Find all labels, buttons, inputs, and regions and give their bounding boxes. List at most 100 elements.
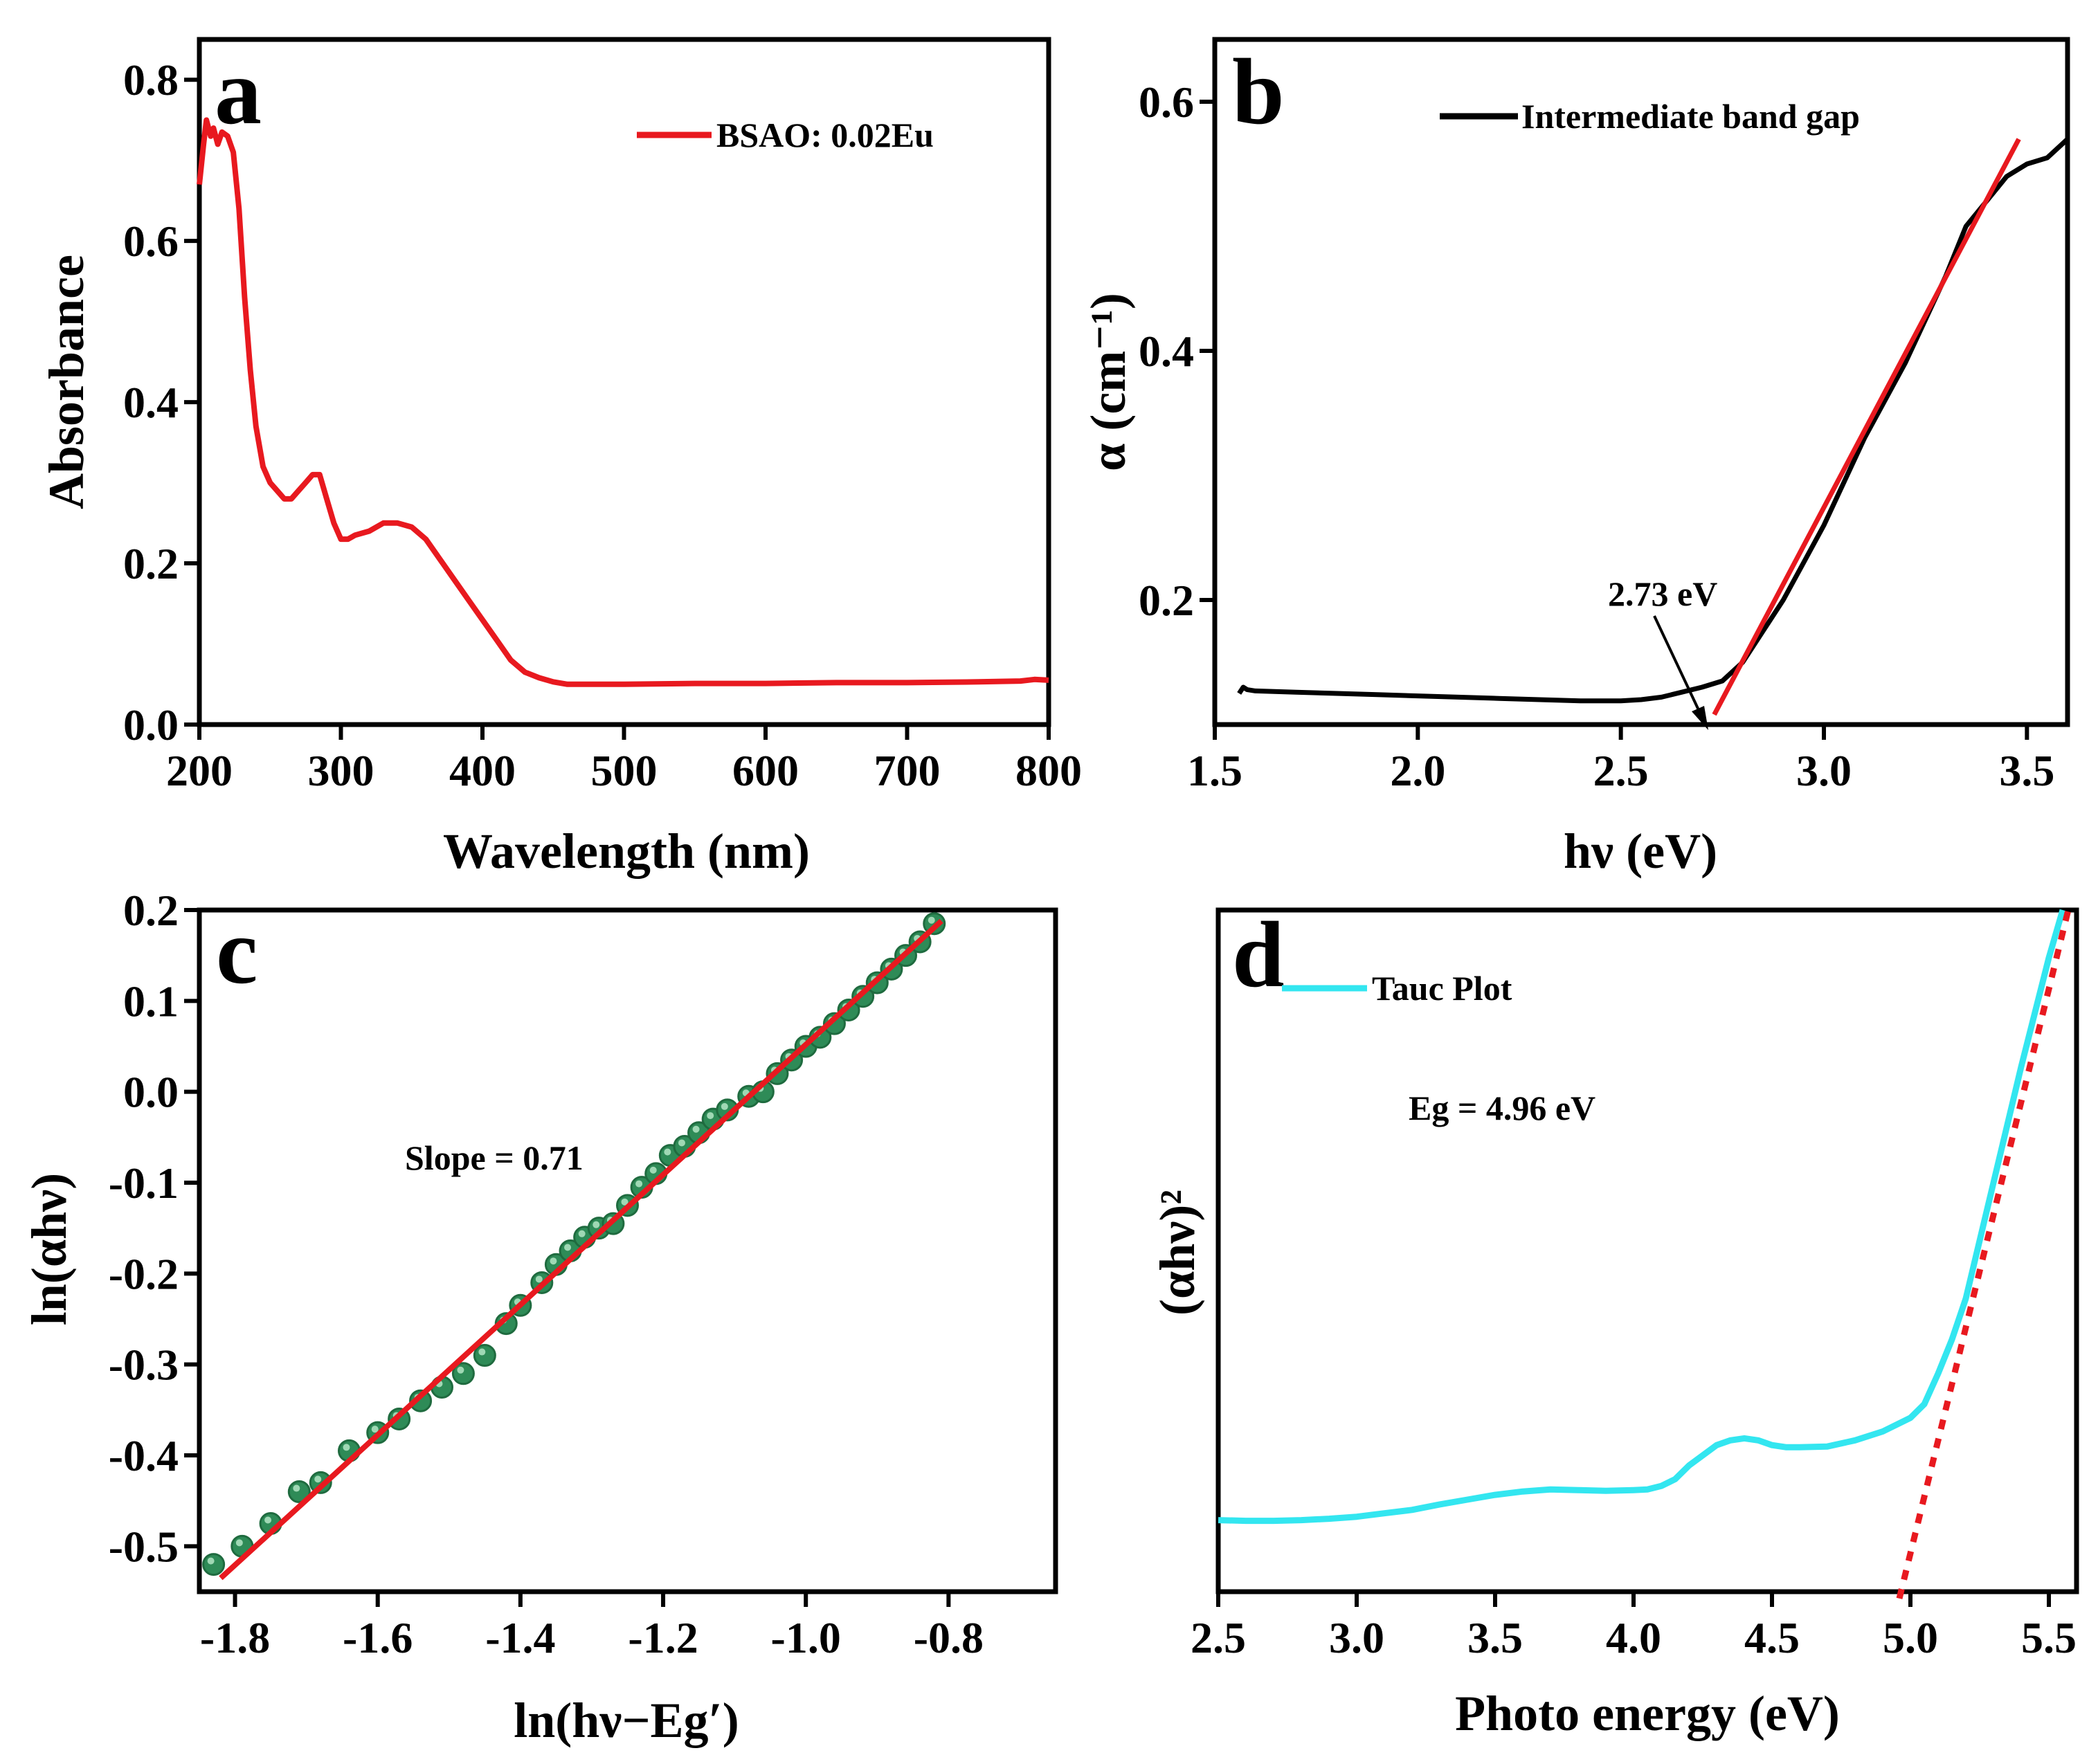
panel-c-xtick-label: -1.8 [200,1613,270,1662]
panel-c-ytick-label: 0.1 [123,976,179,1026]
panel-d-xtick-label: 5.0 [1883,1613,1938,1662]
panel-c-point-highlight [478,1348,486,1356]
panel-c-point-highlight [649,1166,657,1174]
panel-c-point-highlight [928,916,935,924]
panel-c-point-highlight [550,1257,557,1265]
panel-d-xtick-label: 3.0 [1329,1613,1384,1662]
panel-a-xtick-label: 200 [166,746,233,795]
panel-c-point-highlight [678,1139,685,1147]
panel-a-xtick-label: 600 [732,746,799,795]
panel-a-series-line [197,117,1049,687]
panel-b-annotation-arrow [1653,615,1706,724]
panel-a: 200 300 400 500 600 700 800 0.0 0.2 0.4 0.6 0.8 a B… [39,37,1082,879]
panel-b-legend-label: Intermediate band gap [1521,97,1860,136]
panel-d-xtick-label: 5.5 [2021,1613,2077,1662]
panel-a-xlabel: Wavelength (nm) [443,824,810,879]
panel-c-ytick-label: -0.3 [109,1340,179,1390]
panel-b-arrowhead [1692,706,1708,730]
panel-b-ytick-label: 0.4 [1139,327,1194,376]
panel-a-letter: a [215,40,262,144]
panel-d-annotation: Eg = 4.96 eV [1409,1089,1595,1127]
panel-c-point-highlight [207,1557,215,1565]
panel-d-series-line [1218,909,2066,1525]
panel-a-ytick-label: 0.0 [123,700,179,749]
panel-c-point-highlight [235,1539,243,1547]
panel-d-xlabel: Photo energy (eV) [1455,1686,1840,1741]
panel-c-ytick-label: -0.1 [109,1158,179,1208]
panel-b-ytick-label: 0.2 [1139,576,1194,625]
panel-d-legend-label: Tauc Plot [1372,969,1512,1008]
panel-b-letter: b [1232,40,1285,144]
panel-c: -1.8 -1.6 -1.4 -1.2 -1.0 -0.8 -0.5 -0.4 -0.3 -0.2… [21,886,1058,1748]
panel-c-ytick-label: -0.4 [109,1431,179,1480]
panel-a-ytick-label: 0.8 [123,55,179,104]
panel-c-point-highlight [264,1516,272,1524]
panel-d-xtick-label: 3.5 [1467,1613,1523,1662]
panel-a-ylabel: Absorbance [39,255,94,509]
panel-c-point-highlight [578,1230,586,1237]
panel-d: 2.5 3.0 3.5 4.0 4.5 5.0 5.5 d Tauc Plot Eg = 4… [1150,903,2079,1741]
panel-b-xtick-label: 1.5 [1187,746,1242,795]
panel-c-ylabel: ln(αhν) [21,1173,77,1325]
panel-a-legend-label: BSAO: 0.02Eu [716,116,934,154]
panel-c-point-highlight [692,1125,700,1133]
panel-b-xtick-label: 3.5 [1999,746,2054,795]
panel-c-xtick-label: -1.4 [485,1613,555,1662]
panel-a-xtick-label: 800 [1015,746,1082,795]
panel-d-xtick-label: 2.5 [1191,1613,1246,1662]
panel-b-xtick-label: 3.0 [1796,746,1852,795]
panel-d-letter: d [1232,903,1285,1007]
panel-c-point-highlight [293,1484,300,1492]
panel-c-point-highlight [664,1148,671,1156]
panel-c-point-highlight [343,1444,350,1451]
panel-c-xtick-label: -1.2 [628,1613,698,1662]
panel-a-ytick-label: 0.6 [123,217,179,266]
panel-c-annotation: Slope = 0.71 [405,1138,584,1177]
panel-c-xtick-label: -0.8 [914,1613,984,1662]
panel-c-fit-line [219,918,943,1581]
panel-b-frame [1212,37,2070,727]
panel-b-ytick-label: 0.6 [1139,78,1194,127]
panel-b-xlabel: hν (eV) [1564,824,1717,879]
panel-c-data-point [473,1344,496,1367]
panel-b-xtick-label: 2.0 [1390,746,1445,795]
panel-c-point-highlight [564,1244,572,1251]
panel-b-annotation: 2.73 eV [1608,574,1717,613]
panel-d-xtick-label: 4.0 [1606,1613,1661,1662]
panel-c-point-highlight [593,1221,600,1228]
panel-a-xtick-label: 700 [874,746,941,795]
panel-c-xlabel: ln(hν−Eg′) [514,1693,739,1748]
panel-c-point-highlight [371,1426,379,1433]
panel-b-fit-line [1712,138,2021,716]
panel-c-data-point [202,1553,226,1576]
panel-d-xtick-label: 4.5 [1744,1613,1800,1662]
panel-c-letter: c [216,900,257,1003]
panel-c-point-highlight [314,1475,322,1483]
panel-d-frame [1215,907,2079,1594]
panel-c-ytick-label: 0.0 [123,1068,179,1117]
panel-a-ytick-label: 0.2 [123,539,179,588]
panel-c-xtick-label: -1.6 [343,1613,413,1662]
panel-d-extrapolation-line [1896,909,2072,1599]
panel-c-ytick-label: -0.5 [109,1522,179,1571]
panel-a-ytick-label: 0.4 [123,378,179,427]
panel-b-xtick-label: 2.5 [1593,746,1649,795]
panel-a-xtick-label: 400 [449,746,516,795]
panel-c-point-highlight [707,1112,714,1120]
panel-b-ylabel: α (cm⁻¹) [1080,293,1136,471]
panel-c-point-highlight [621,1198,629,1206]
panel-c-xtick-label: -1.0 [771,1613,841,1662]
panel-c-frame [197,907,1058,1594]
panel-c-ytick-label: 0.2 [123,886,179,935]
panel-b-series-line [1237,137,2070,704]
panel-c-point-highlight [535,1275,543,1283]
panel-a-xtick-label: 500 [591,746,658,795]
panel-c-point-highlight [721,1102,728,1110]
panel-c-point-highlight [457,1366,464,1374]
panel-b: 1.5 2.0 2.5 3.0 3.5 0.2 0.4 0.6 b Intermediate … [1080,37,2070,879]
panel-a-xtick-label: 300 [308,746,374,795]
panel-c-point-highlight [635,1180,643,1188]
panel-c-ytick-label: -0.2 [109,1249,179,1298]
panel-d-ylabel: (αhν)² [1150,1190,1205,1316]
